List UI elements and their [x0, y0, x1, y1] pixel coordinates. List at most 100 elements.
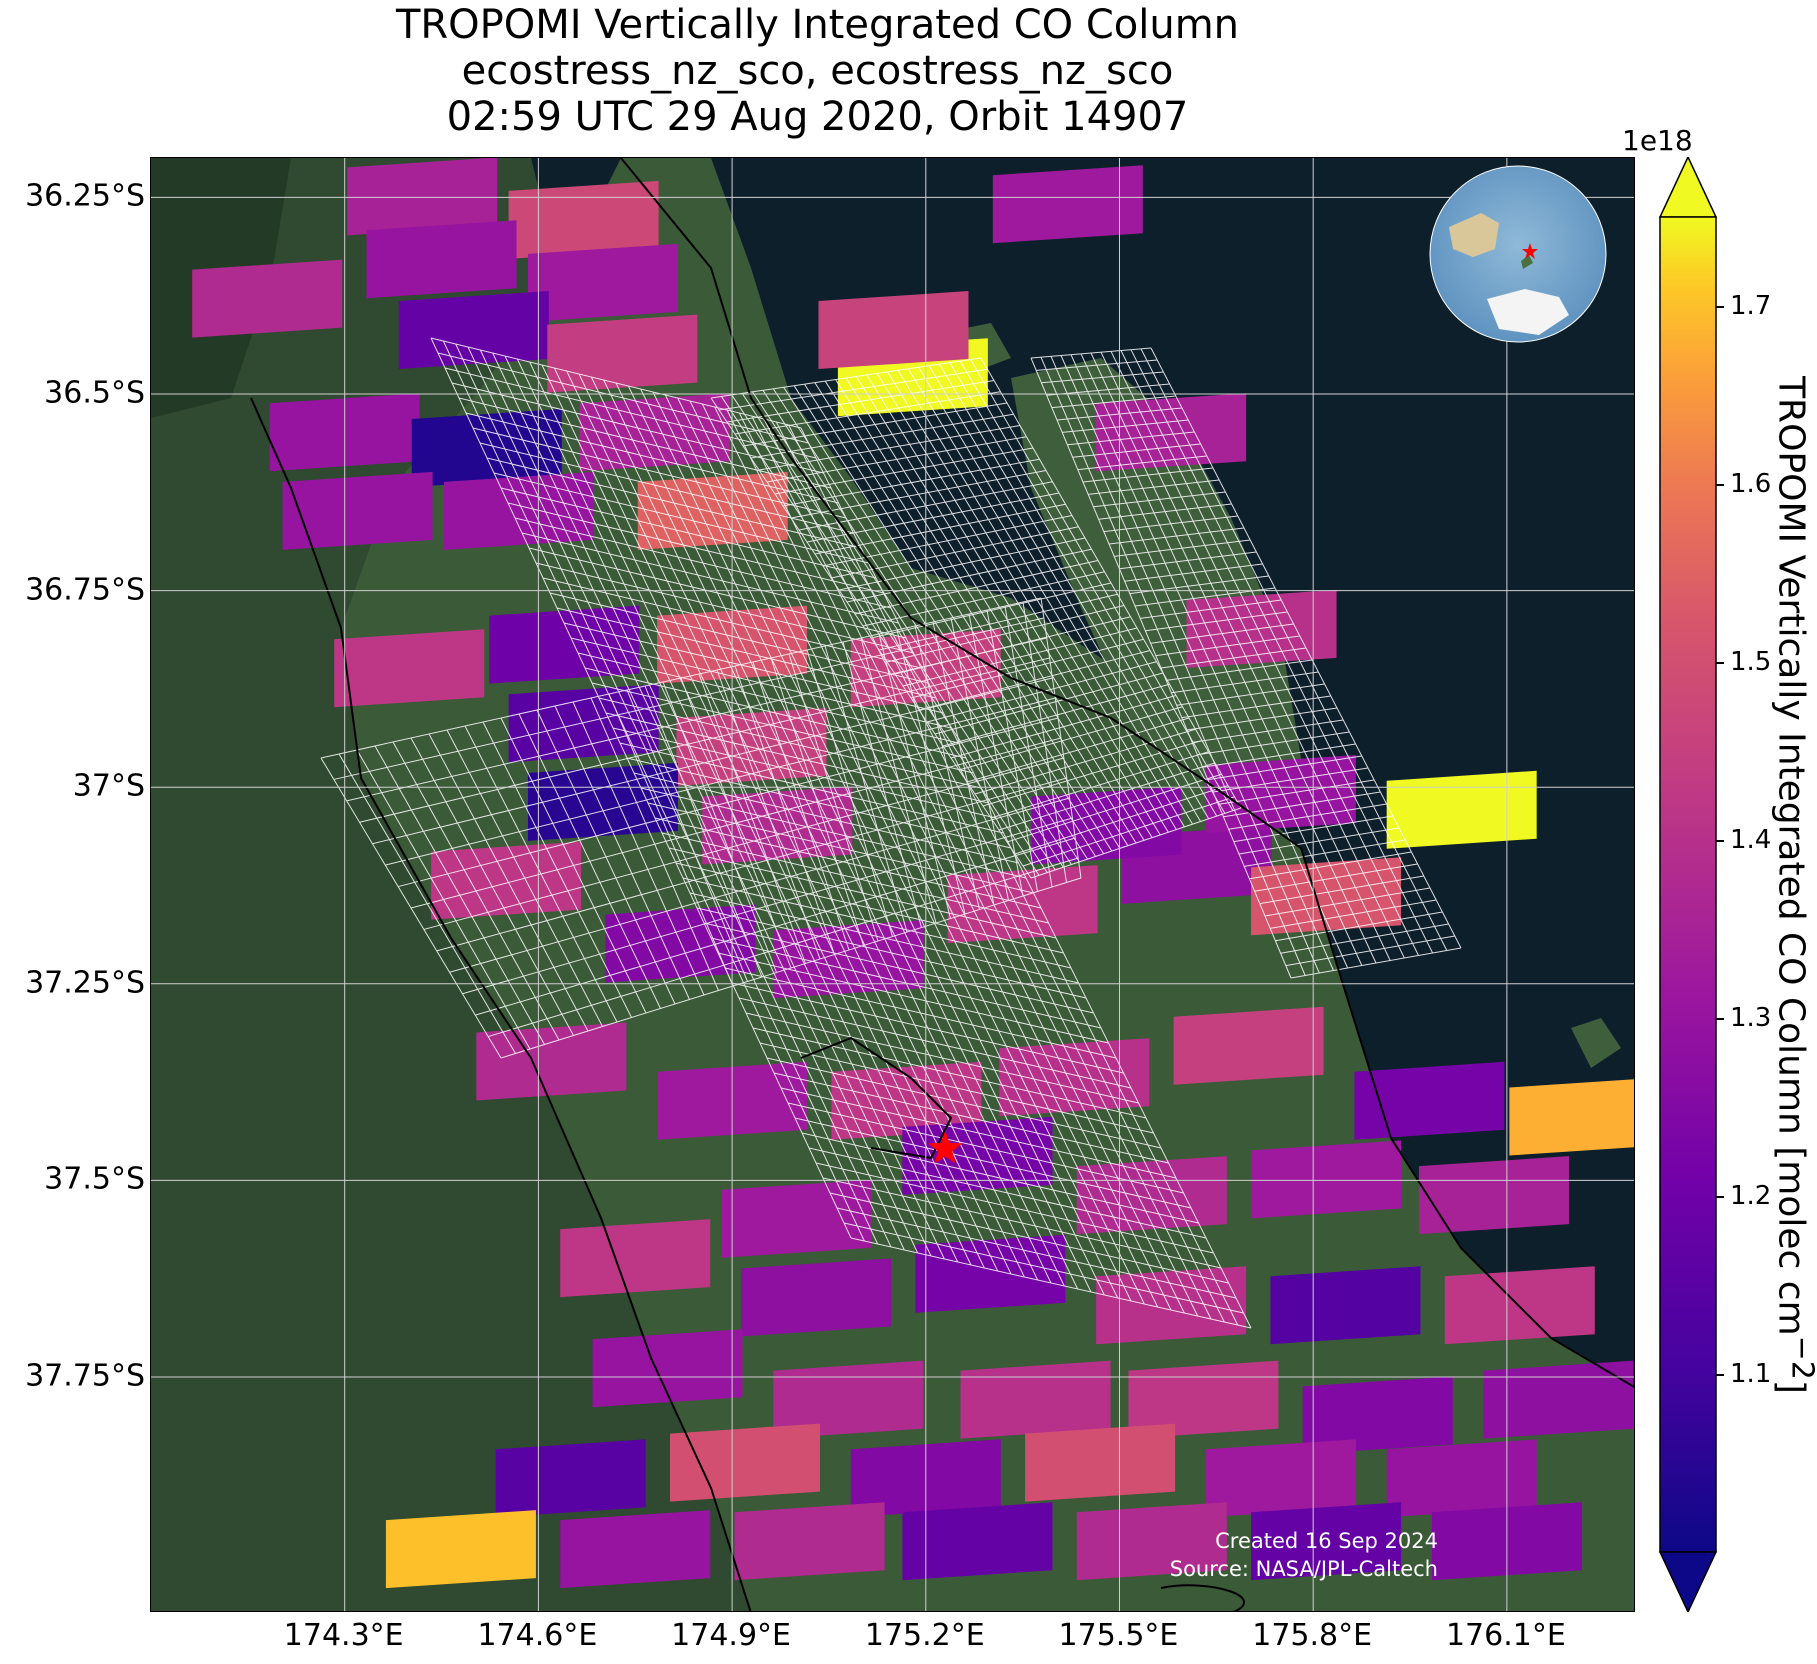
- colorbar-tick-mark: [1716, 306, 1724, 308]
- co-pixel: [670, 1423, 820, 1502]
- mesh-west-line: [500, 877, 1082, 1059]
- mesh-central-line: [605, 712, 989, 804]
- mesh-west-line: [462, 817, 1073, 995]
- colorbar-tick-mark: [1716, 662, 1724, 664]
- colorbar-tick-mark: [1716, 1196, 1724, 1198]
- mesh-east-line: [1108, 527, 1245, 545]
- mesh-east-line: [1275, 911, 1443, 942]
- mesh-east-line: [1285, 935, 1455, 967]
- co-pixel: [334, 629, 485, 708]
- mesh-east-line: [1124, 563, 1263, 582]
- co-pixel: [476, 1022, 627, 1101]
- graticule: [151, 158, 1634, 1611]
- mesh-north-line: [718, 368, 988, 411]
- mesh-central-line: [759, 1042, 1154, 1134]
- site-star-icon[interactable]: [928, 1131, 963, 1164]
- lat-tick-label: 36.75°S: [25, 572, 145, 608]
- mesh-west-line: [436, 777, 1067, 952]
- co-pixel: [1251, 1502, 1402, 1581]
- mesh-central-line: [493, 472, 869, 564]
- mesh-east-line: [1072, 443, 1201, 458]
- mesh-east-line: [1098, 503, 1232, 520]
- mesh-north-line: [766, 436, 1027, 483]
- mesh-north-line: [734, 391, 1001, 435]
- co-pixel: [1386, 1439, 1537, 1518]
- mesh-central-line: [640, 787, 1027, 879]
- co-pixel: [818, 291, 969, 370]
- new-zealand-icon: [1521, 255, 1533, 269]
- mesh-north-line: [846, 548, 1092, 603]
- mesh-east-line: [1186, 707, 1338, 731]
- co-pixel: [444, 471, 595, 550]
- mesh-west-line: [385, 697, 1056, 866]
- mesh-central-line: [703, 922, 1094, 1014]
- lon-tick-label: 175.8°E: [1252, 1618, 1373, 1653]
- co-pixel: [773, 1360, 924, 1439]
- mesh-north-line: [990, 751, 1209, 819]
- title-line-3: 02:59 UTC 29 Aug 2020, Orbit 14907: [446, 94, 1189, 140]
- mesh-central-line: [633, 772, 1019, 864]
- mesh-north-line: [710, 357, 982, 399]
- co-pixel: [902, 1502, 1053, 1581]
- mesh-central-line: [507, 502, 884, 594]
- colorbar-label-end: ]: [1770, 1379, 1812, 1394]
- mesh-central-line: [738, 997, 1132, 1089]
- colorbar-tick-mark: [1716, 1018, 1724, 1020]
- lon-tick-label: 175.5°E: [1058, 1618, 1179, 1653]
- title-line-1: TROPOMI Vertically Integrated CO Column: [395, 2, 1240, 48]
- co-pixel: [1509, 1079, 1634, 1156]
- colorbar-label-sup: −2: [1784, 1335, 1817, 1380]
- mesh-east-line: [1036, 359, 1158, 371]
- mesh-east-line: [1264, 887, 1431, 917]
- mesh-east-line: [1062, 419, 1189, 433]
- mesh-north-line: [950, 695, 1177, 759]
- mesh-east-line: [1103, 515, 1238, 533]
- mesh-north-line: [886, 605, 1125, 663]
- mesh-north-line: [974, 728, 1196, 795]
- mesh-central-line: [780, 1087, 1177, 1179]
- mesh-east-line: [1212, 767, 1369, 793]
- colorbar-tick-label: 1.1: [1730, 1359, 1772, 1389]
- mesh-north-line: [958, 706, 1183, 771]
- mesh-central-line: [626, 757, 1012, 849]
- co-pixel: [1302, 1376, 1453, 1455]
- mesh-east-line: [1244, 839, 1406, 867]
- mesh-north-line: [918, 650, 1151, 711]
- lon-tick-label: 175.2°E: [864, 1618, 985, 1653]
- mesh-central-line: [437, 352, 809, 444]
- mesh-central-line: [451, 382, 824, 474]
- mesh-east-line: [1046, 383, 1170, 396]
- colorbar: [1658, 157, 1718, 1612]
- lon-tick-label: 176.1°E: [1445, 1618, 1566, 1653]
- co-pixel: [960, 1360, 1111, 1439]
- mesh-central-line: [752, 1027, 1147, 1119]
- map-plot-area[interactable]: Created 16 Sep 2024 Source: NASA/JPL-Cal…: [150, 157, 1635, 1612]
- mesh-central-line: [500, 487, 877, 579]
- co-pixel: [1076, 1502, 1227, 1581]
- co-pixel: [347, 158, 498, 236]
- lat-tick-label: 36.5°S: [44, 375, 145, 411]
- mesh-west-line: [410, 737, 1062, 909]
- mesh-north-line: [758, 425, 1021, 471]
- co-pixel: [527, 762, 678, 841]
- footprint-mesh-layer: [320, 337, 1462, 1329]
- mesh-west-line: [423, 757, 1064, 930]
- co-pixel: [734, 1502, 885, 1581]
- mesh-east-line: [1166, 659, 1313, 681]
- mesh-central-line: [850, 1237, 1252, 1329]
- co-pixel: [1128, 1360, 1279, 1439]
- mesh-north-line: [854, 560, 1099, 615]
- mesh-north-line: [742, 402, 1008, 447]
- coastline-inlet: [800, 1036, 953, 1160]
- co-pixel: [1173, 1006, 1324, 1085]
- co-pixel: [431, 841, 582, 920]
- co-pixel: [547, 314, 698, 393]
- mesh-north-line: [1006, 773, 1222, 843]
- co-pixel: [592, 1329, 743, 1408]
- mesh-central-line: [598, 697, 982, 789]
- mesh-central-line: [458, 397, 832, 489]
- mesh-central-line: [822, 1177, 1222, 1269]
- mesh-central-line: [696, 907, 1087, 999]
- colorbar-tick-label: 1.3: [1730, 1003, 1772, 1033]
- mesh-central-line: [430, 337, 802, 429]
